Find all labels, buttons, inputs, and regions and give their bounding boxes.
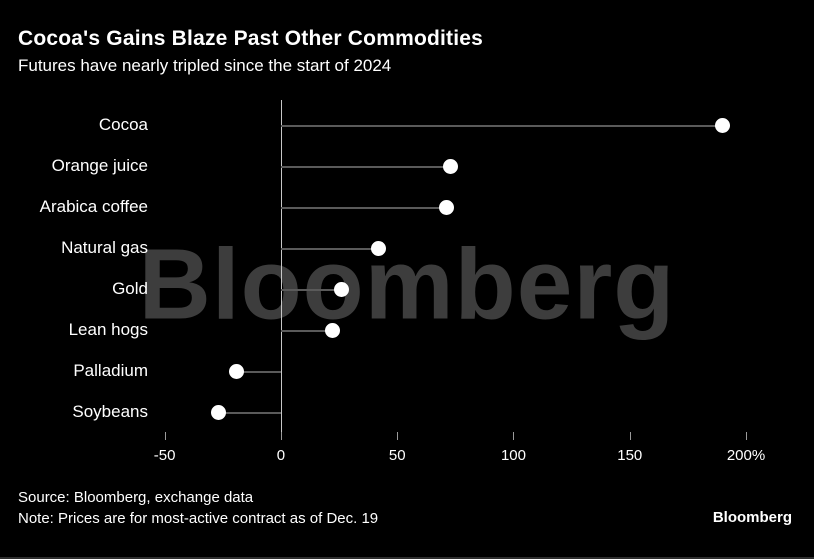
x-axis-tick-label: 0 xyxy=(276,447,286,464)
value-dot xyxy=(438,200,454,215)
zero-baseline-line xyxy=(280,100,282,440)
chart-subtitle: Futures have nearly tripled since the st… xyxy=(18,56,392,75)
x-axis-tick-label: 200% xyxy=(726,447,766,464)
value-dot xyxy=(715,118,731,133)
value-dot xyxy=(371,241,387,256)
x-axis-tick xyxy=(280,432,282,440)
x-axis-tick xyxy=(513,432,515,440)
x-axis-tick xyxy=(746,432,748,440)
value-stem xyxy=(280,124,723,127)
x-axis-tick-label: 150 xyxy=(617,447,643,464)
x-axis-tick xyxy=(164,432,166,440)
value-stem xyxy=(280,165,451,168)
category-label: Gold xyxy=(112,278,148,298)
value-dot xyxy=(210,405,226,420)
x-axis-tick-label: -50 xyxy=(153,447,176,464)
note-text: Note: Prices are for most-active contrac… xyxy=(18,510,379,527)
bottom-edge-divider xyxy=(0,557,814,559)
value-stem xyxy=(218,411,281,414)
bloomberg-watermark: Bloomberg xyxy=(138,228,676,341)
value-dot xyxy=(324,323,340,338)
value-dot xyxy=(229,364,245,379)
source-text: Source: Bloomberg, exchange data xyxy=(18,489,254,506)
value-stem xyxy=(280,329,333,332)
category-label: Soybeans xyxy=(72,401,148,421)
value-stem xyxy=(280,247,379,250)
value-stem xyxy=(280,288,342,291)
category-label: Orange juice xyxy=(51,155,148,175)
category-label: Lean hogs xyxy=(68,319,148,339)
value-dot xyxy=(443,159,459,174)
x-axis-tick xyxy=(629,432,631,440)
x-axis-tick-label: 100 xyxy=(500,447,526,464)
category-label: Palladium xyxy=(73,360,148,380)
category-label: Cocoa xyxy=(98,114,148,134)
value-stem xyxy=(280,206,447,209)
category-label: Natural gas xyxy=(61,237,148,257)
category-label: Arabica coffee xyxy=(39,196,148,216)
value-dot xyxy=(333,282,349,297)
x-axis-tick-label: 50 xyxy=(388,447,406,464)
value-stem xyxy=(236,370,281,373)
x-axis-tick xyxy=(397,432,399,440)
bloomberg-logo: Bloomberg xyxy=(712,509,792,526)
chart-title: Cocoa's Gains Blaze Past Other Commoditi… xyxy=(18,27,484,50)
